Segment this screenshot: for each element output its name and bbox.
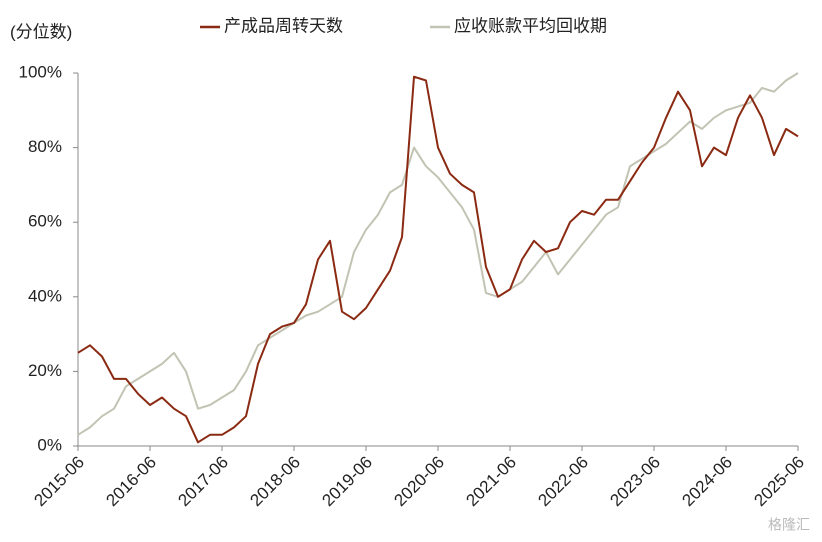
x-tick-label: 2015-06 (30, 453, 88, 511)
x-tick-label: 2024-06 (678, 453, 736, 511)
y-tick-label: 40% (28, 286, 62, 305)
x-tick-label: 2021-06 (462, 453, 520, 511)
series-line (77, 75, 799, 444)
y-tick-label: 20% (28, 361, 62, 380)
x-tick-label: 2018-06 (246, 453, 304, 511)
y-tick-label: 0% (37, 435, 62, 454)
y-tick-label: 100% (19, 62, 62, 81)
series-line (77, 72, 799, 436)
x-tick-label: 2017-06 (174, 453, 232, 511)
x-tick-label: 2020-06 (390, 453, 448, 511)
x-tick-label: 2025-06 (750, 453, 808, 511)
y-tick-label: 80% (28, 137, 62, 156)
x-tick-label: 2019-06 (318, 453, 376, 511)
x-tick-label: 2016-06 (102, 453, 160, 511)
x-tick-label: 2023-06 (606, 453, 664, 511)
y-tick-label: 60% (28, 212, 62, 231)
legend-label: 产成品周转天数 (224, 16, 343, 35)
y-axis-label: (分位数) (10, 22, 72, 41)
watermark: 格隆汇 (768, 517, 810, 533)
x-tick-label: 2022-06 (534, 453, 592, 511)
legend-label: 应收账款平均回收期 (454, 16, 607, 35)
